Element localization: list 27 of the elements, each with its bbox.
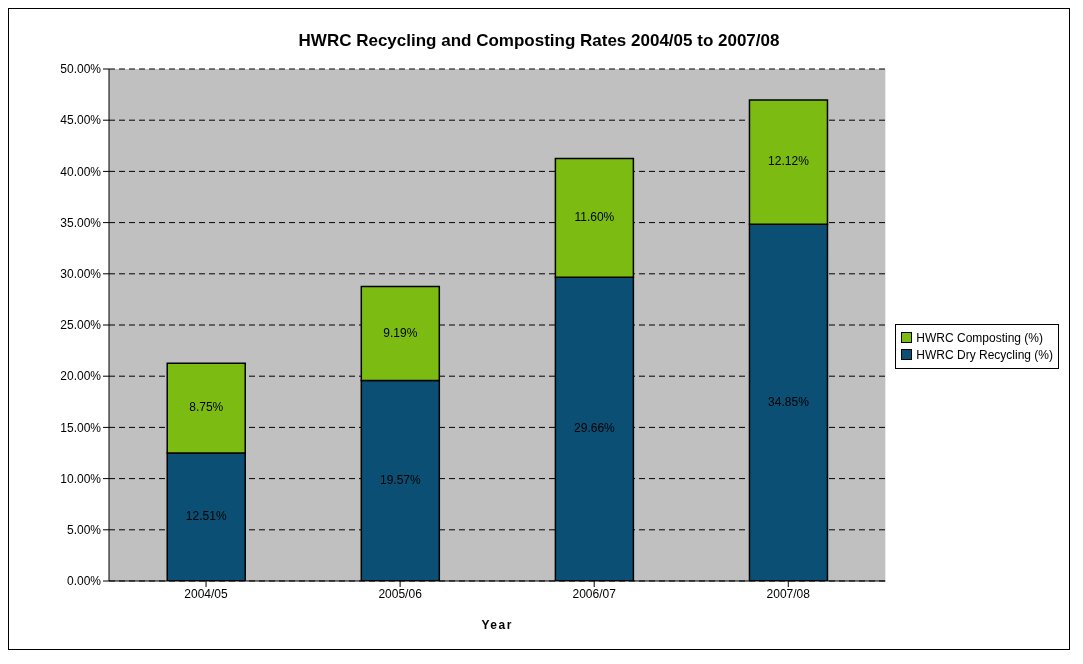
data-label: 19.57% [379, 472, 421, 487]
x-tick-label: 2005/06 [378, 586, 423, 601]
y-tick-label: 0.00% [66, 574, 102, 589]
data-label: 9.19% [383, 325, 418, 340]
data-label: 11.60% [574, 210, 615, 225]
x-axis-title: Year [481, 618, 513, 632]
x-tick-label: 2006/07 [572, 586, 617, 601]
y-tick-label: 50.00% [60, 62, 102, 77]
y-tick-label: 30.00% [60, 267, 102, 282]
y-tick-label: 25.00% [60, 318, 102, 333]
data-label: 12.12% [768, 154, 810, 169]
legend-label: HWRC Dry Recycling (%) [915, 347, 1053, 362]
y-tick-label: 45.00% [60, 113, 102, 128]
data-label: 8.75% [189, 400, 224, 415]
y-tick-label: 35.00% [60, 215, 102, 230]
y-tick-label: 5.00% [66, 523, 102, 538]
x-tick-label: 2004/05 [184, 586, 229, 601]
data-label: 34.85% [768, 394, 810, 409]
y-tick-label: 40.00% [60, 164, 102, 179]
chart-title: HWRC Recycling and Composting Rates 2004/05 to 2007/08 [297, 31, 781, 51]
data-label: 12.51% [185, 509, 227, 524]
x-tick-label: 2007/08 [766, 586, 811, 601]
y-tick-label: 15.00% [60, 420, 102, 435]
legend-label: HWRC Composting (%) [915, 330, 1044, 345]
data-label: 29.66% [574, 421, 616, 436]
y-tick-label: 20.00% [60, 369, 102, 384]
y-tick-label: 10.00% [60, 471, 102, 486]
